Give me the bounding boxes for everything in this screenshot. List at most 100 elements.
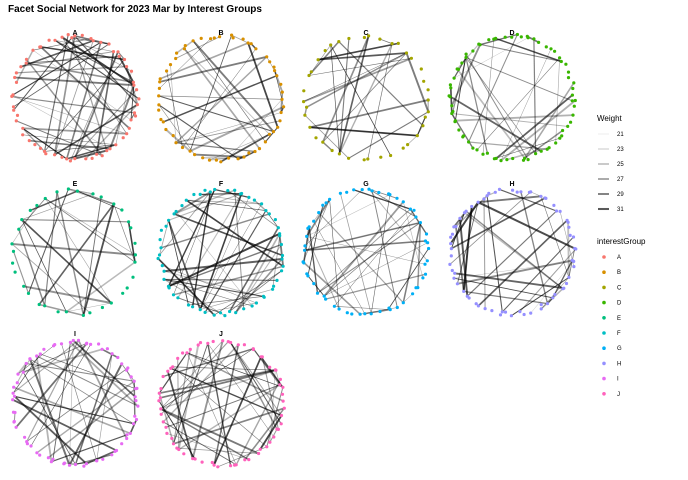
edge	[18, 228, 46, 307]
node	[390, 42, 394, 46]
node	[549, 47, 553, 51]
node	[42, 149, 47, 153]
node	[59, 342, 64, 346]
node	[511, 156, 515, 161]
edge	[416, 116, 426, 136]
edges	[11, 34, 140, 162]
edge	[35, 355, 53, 462]
node	[198, 308, 202, 312]
node	[228, 309, 232, 314]
edge	[379, 38, 393, 44]
edges	[157, 188, 284, 316]
edge	[207, 343, 232, 466]
node	[464, 52, 468, 56]
node	[329, 43, 333, 47]
edge	[304, 189, 363, 247]
edge	[157, 257, 215, 316]
node	[218, 35, 222, 39]
node	[305, 234, 309, 238]
node	[24, 57, 29, 62]
node	[279, 242, 283, 247]
node	[321, 140, 325, 144]
edge	[121, 363, 135, 382]
nodes	[448, 187, 578, 318]
node	[65, 157, 69, 161]
edge	[364, 308, 391, 315]
edge	[40, 353, 136, 389]
edge	[500, 48, 552, 161]
edge	[82, 203, 115, 316]
facet-b: B	[157, 30, 286, 164]
edge	[317, 222, 421, 294]
node	[185, 351, 189, 355]
edge	[172, 366, 276, 371]
edge	[338, 41, 424, 127]
edge	[304, 221, 421, 252]
facet-title-b: B	[218, 30, 223, 37]
edge	[204, 210, 267, 313]
node	[31, 48, 35, 52]
edge	[175, 56, 268, 144]
node	[302, 89, 306, 93]
group-key-h	[602, 361, 606, 366]
node	[170, 436, 174, 440]
edge	[173, 191, 211, 215]
node	[33, 143, 37, 147]
edge	[172, 366, 267, 448]
node	[91, 192, 95, 196]
node	[426, 110, 430, 114]
node	[125, 368, 129, 372]
node	[564, 281, 569, 286]
edge	[69, 340, 74, 466]
edge	[464, 212, 564, 290]
node	[571, 235, 576, 239]
node	[275, 278, 279, 282]
edge	[260, 356, 284, 388]
node	[558, 209, 562, 213]
node	[24, 361, 28, 366]
edge	[77, 339, 128, 439]
edge	[275, 370, 281, 386]
edge	[66, 144, 117, 160]
node	[199, 36, 203, 41]
node	[70, 36, 74, 40]
node	[323, 49, 327, 53]
edge	[117, 51, 125, 60]
node	[571, 86, 575, 91]
edge	[21, 219, 67, 312]
edge	[51, 434, 128, 463]
node	[308, 125, 312, 129]
edge	[552, 260, 573, 299]
edge	[214, 270, 282, 316]
edge	[519, 248, 577, 312]
edge	[36, 380, 135, 454]
edge	[160, 369, 277, 399]
node	[131, 422, 136, 426]
node	[362, 35, 366, 40]
node	[53, 38, 57, 42]
node	[159, 412, 163, 416]
node	[421, 276, 425, 280]
edge	[173, 213, 283, 257]
edge	[175, 142, 256, 153]
node	[271, 130, 276, 134]
node	[460, 61, 464, 65]
node	[38, 146, 43, 150]
group-legend-label: J	[617, 392, 620, 398]
node	[279, 110, 283, 115]
edge	[17, 345, 54, 375]
edge	[11, 95, 135, 114]
node	[279, 82, 283, 86]
edge	[17, 362, 27, 375]
node	[449, 247, 453, 251]
node	[321, 203, 325, 207]
node	[13, 270, 17, 274]
node	[545, 302, 550, 306]
node	[539, 307, 543, 311]
edge	[318, 52, 407, 61]
edge	[11, 242, 136, 256]
node	[272, 284, 276, 288]
edge	[38, 203, 115, 305]
node	[449, 235, 453, 239]
edge	[74, 353, 113, 465]
